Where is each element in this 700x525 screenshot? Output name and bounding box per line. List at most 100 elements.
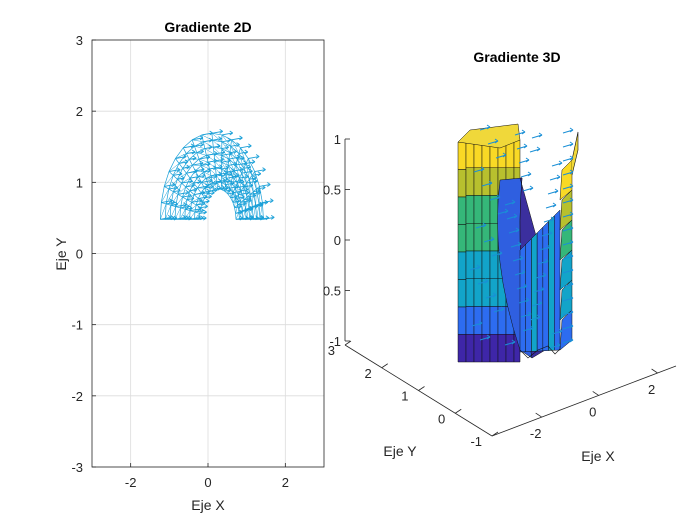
arrow-head-3d (569, 141, 574, 147)
mesh-diagonal (221, 141, 231, 153)
arrow-head (213, 173, 218, 179)
arrow-head (219, 164, 223, 170)
arrow-head (255, 154, 260, 159)
gradient-arrow-3d (514, 131, 526, 136)
arrow-head-3d (544, 258, 549, 264)
arrow-head (203, 209, 207, 215)
gradient-arrow (232, 174, 240, 178)
gradient-arrow (194, 144, 204, 147)
gradient-arrow (164, 184, 176, 187)
arrow-head (186, 203, 190, 209)
y-axis-label-2d: Eje Y (53, 237, 69, 271)
arrow-head (249, 182, 253, 188)
z-tick-label: -1 (329, 334, 341, 349)
gradient-arrow-3d (533, 288, 545, 293)
mesh-diagonal (234, 198, 236, 208)
gradient-arrow (228, 156, 240, 160)
arrow-head (233, 149, 237, 154)
gradient-arrow-3d (535, 274, 547, 279)
mesh-diagonal (196, 152, 207, 156)
arrow-head (182, 154, 187, 159)
arrow-head (195, 174, 200, 179)
gradient-arrow (221, 139, 231, 143)
gradient-arrow (250, 191, 262, 195)
mesh-diagonal (201, 165, 210, 170)
surface-patch (473, 195, 483, 224)
arrow-head-3d (504, 208, 509, 214)
arrow-head-3d (521, 129, 526, 135)
mesh-diagonal (186, 194, 195, 200)
arrow-head (248, 143, 252, 149)
arrow-head (209, 130, 213, 136)
mesh-diagonal (170, 194, 179, 206)
arrow-head-3d (569, 197, 574, 203)
arrow-head (208, 137, 213, 143)
gradient-arrow (262, 200, 274, 203)
gradient-arrow-3d (562, 241, 574, 246)
arrow-head (236, 198, 241, 204)
arrow-head (240, 155, 245, 161)
gradient-arrow (200, 205, 208, 209)
arrow-head (182, 214, 187, 220)
gradient-arrow (246, 180, 258, 184)
surface-patch (457, 169, 467, 198)
gradient-arrow (210, 173, 222, 177)
arrow-head-3d (540, 286, 545, 292)
arrow-head-3d (569, 281, 574, 287)
gradient-arrow (225, 182, 235, 186)
arrow-head-3d (529, 185, 534, 191)
mesh-diagonal (198, 176, 207, 179)
mesh-diagonal (221, 162, 228, 173)
gradient-arrow (234, 185, 246, 189)
surface-patch (489, 334, 499, 363)
gradient-arrow (209, 167, 217, 170)
mesh-diagonal (203, 171, 212, 177)
arrow-head-3d (476, 264, 481, 270)
gradient-arrow (185, 184, 195, 188)
mesh-diagonal (245, 163, 250, 180)
gradient-arrow (248, 156, 260, 159)
gradient-arrow (249, 217, 259, 220)
arrow-head-3d (569, 127, 574, 133)
arrow-head (204, 183, 209, 189)
arrow-head (168, 198, 173, 203)
x-tick-label-3d: -2 (530, 426, 542, 441)
arrow-head (225, 144, 229, 150)
arrow-head (267, 182, 271, 187)
gradient-arrow (174, 216, 186, 220)
gradient-arrow (175, 156, 187, 159)
gradient-arrow (251, 173, 261, 176)
mesh-diagonal (213, 146, 222, 156)
gradient-arrow (215, 166, 223, 169)
arrow-head (199, 135, 204, 141)
gradient-arrow (177, 177, 185, 180)
gradient-arrow (221, 167, 229, 170)
gradient-arrow (199, 156, 210, 160)
arrow-head (228, 187, 232, 193)
mesh-diagonal (221, 155, 229, 166)
arrow-head (221, 185, 225, 190)
x-tick-mark-3d (651, 368, 658, 374)
gradient-arrow (238, 151, 248, 155)
mesh-diagonal (231, 139, 240, 154)
surface-patch (457, 141, 467, 170)
arrow-head (171, 199, 176, 205)
arrow-head (200, 208, 205, 213)
arrow-head-3d (552, 202, 557, 208)
arrow-head (217, 185, 222, 191)
y-tick-mark-3d (381, 363, 388, 369)
arrow-head (223, 170, 228, 176)
gradient-arrow (253, 190, 261, 193)
gradient-arrow (214, 187, 222, 190)
gradient-arrow (243, 197, 251, 201)
arrow-head-3d (542, 272, 547, 278)
arrow-head (226, 178, 231, 184)
gradient-arrow (194, 192, 206, 196)
mesh-diagonal (179, 209, 186, 220)
arrow-head (197, 179, 201, 185)
arrow-head (197, 206, 202, 212)
gradient-arrow (179, 161, 189, 164)
gradient-arrow (221, 146, 229, 150)
y-tick-label: 2 (76, 104, 83, 119)
gradient-arrow-3d (518, 159, 530, 164)
